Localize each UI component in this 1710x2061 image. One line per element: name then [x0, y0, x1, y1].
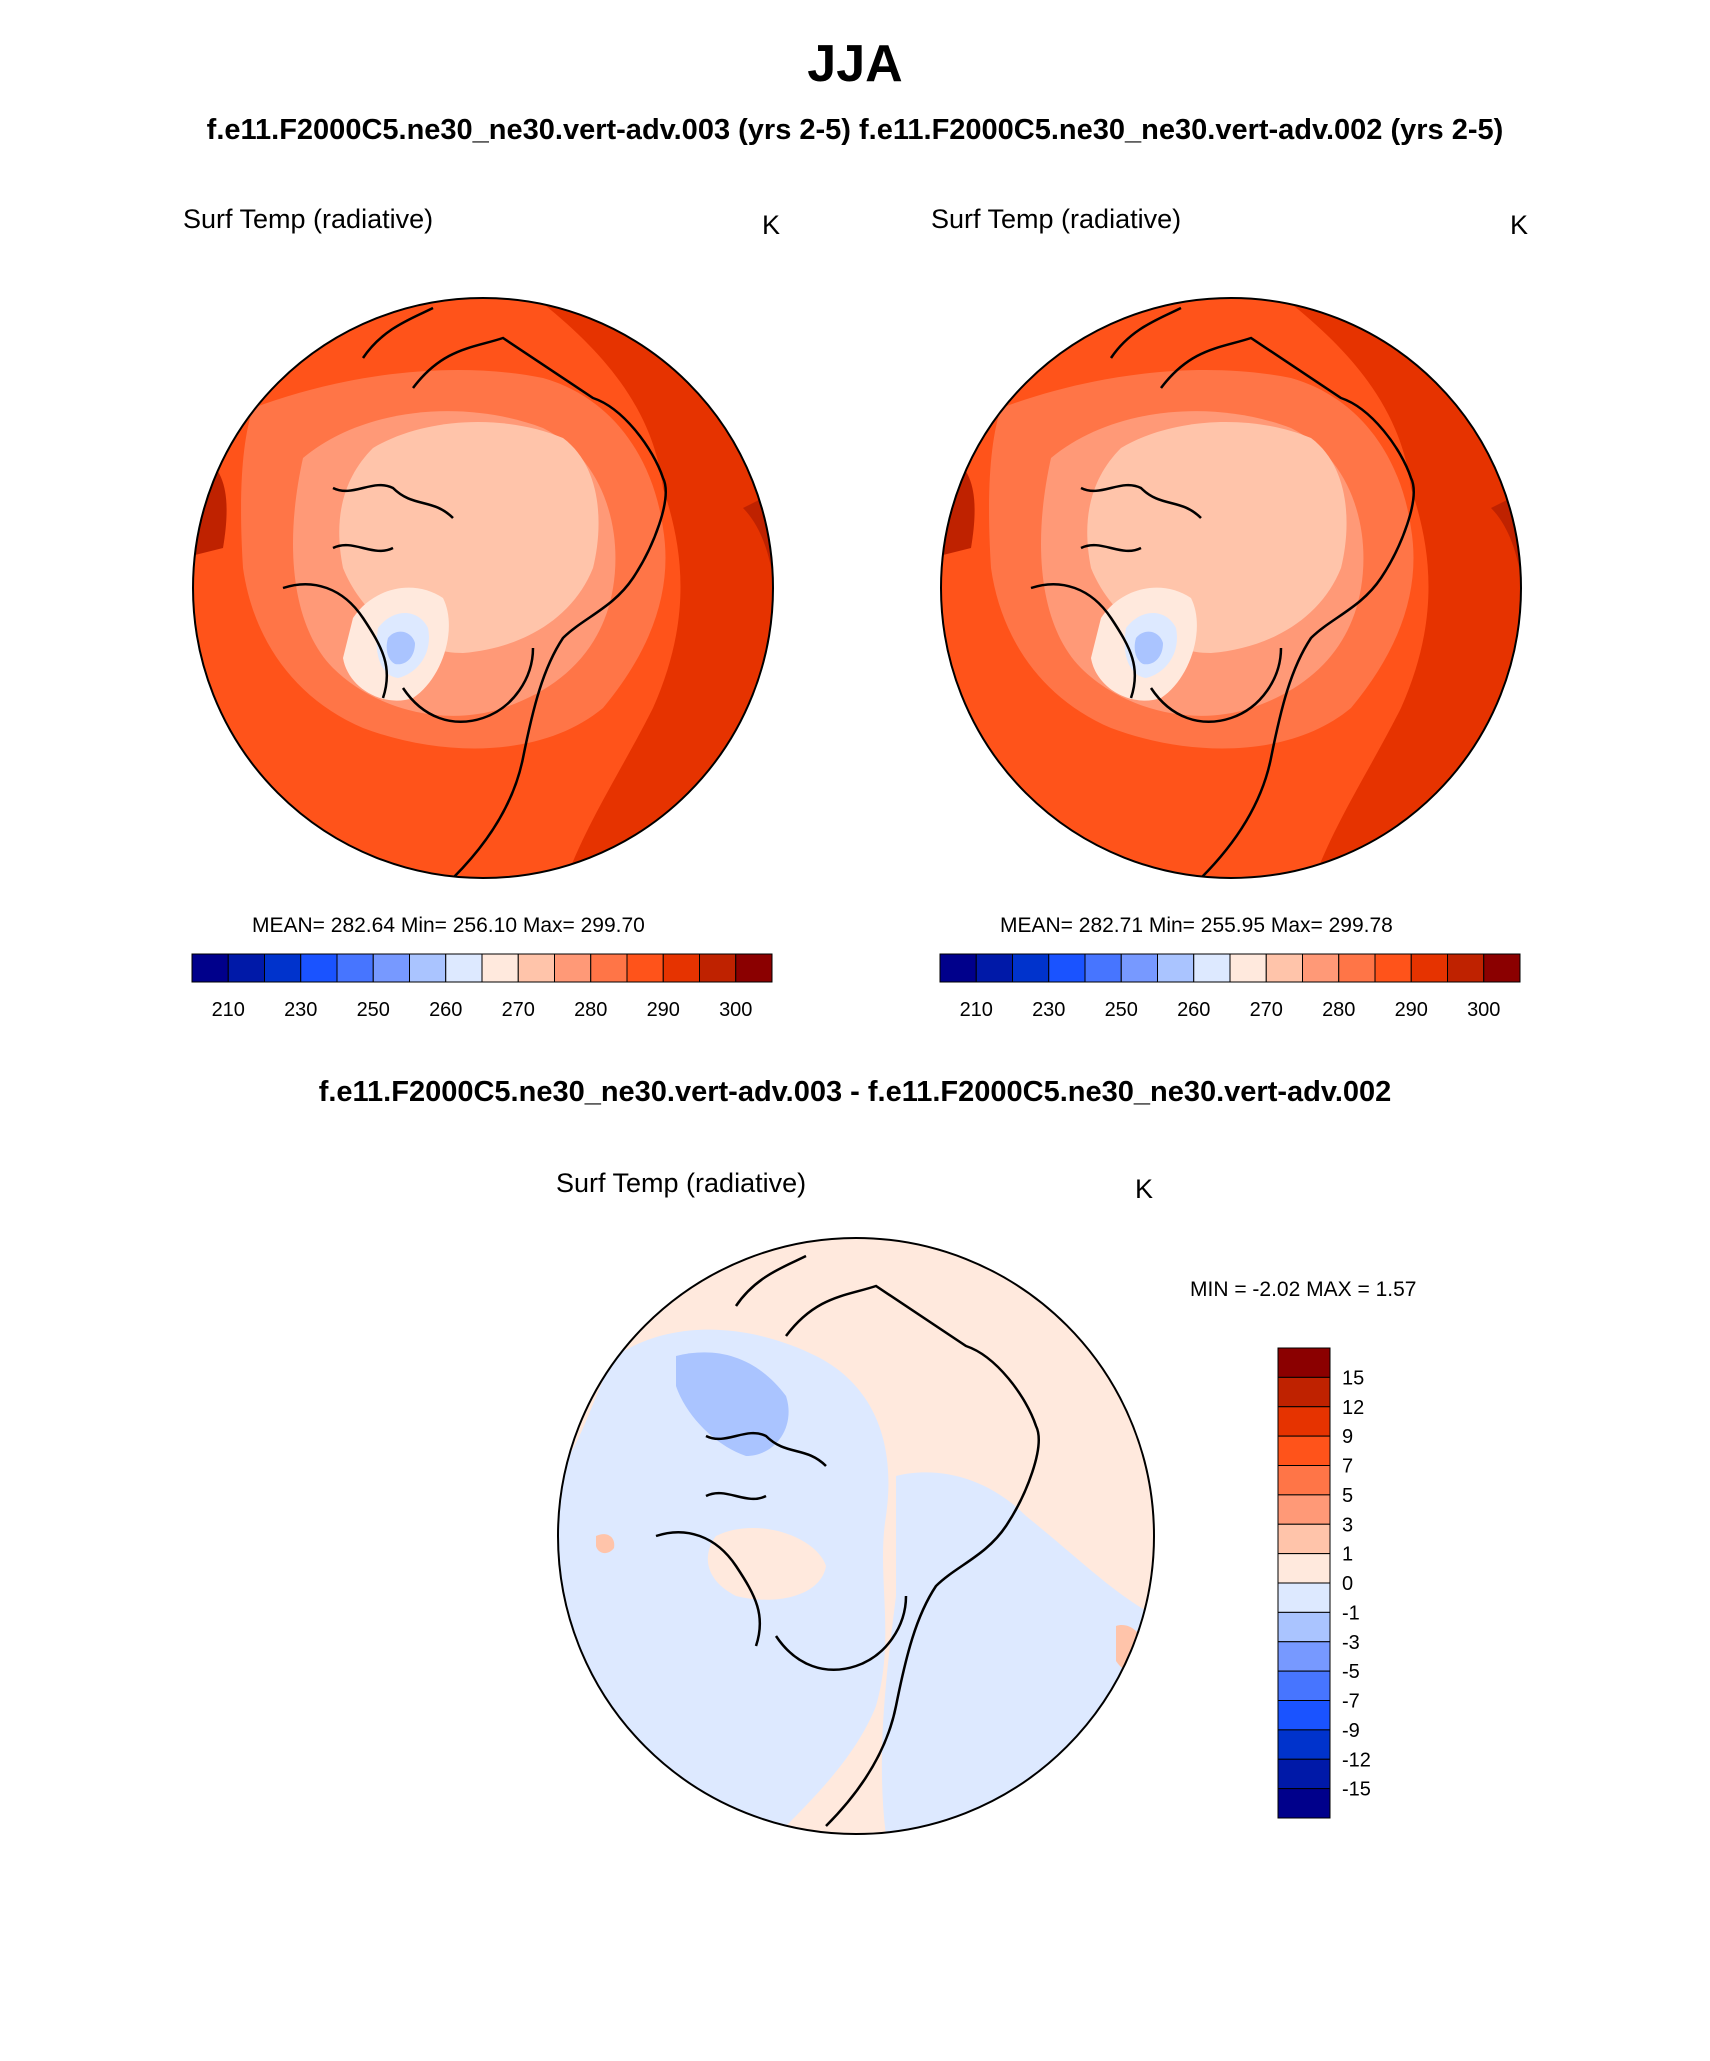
diff-panel-title: Surf Temp (radiative) — [556, 1168, 807, 1198]
diff-colorbar-box — [1277, 1582, 1331, 1613]
diff-colorbar-tick-label: 5 — [1342, 1485, 1353, 1507]
panel1-colorbar-box — [517, 953, 555, 983]
panel2-colorbar-tick-label: 210 — [960, 999, 993, 1021]
panel2-colorbar-box — [1157, 953, 1195, 983]
diff-title: f.e11.F2000C5.ne30_ne30.vert-adv.003 - f… — [318, 1076, 1392, 1108]
panel1-stats: MEAN= 282.64 Min= 256.10 Max= 299.70 — [252, 914, 645, 937]
panel2-colorbar-box — [1265, 953, 1303, 983]
diff-colorbar-box — [1277, 1641, 1331, 1672]
diff-colorbar: 15 12 9 7 5 3 1 0 -1 -3 -5 -7 -9 -12 -15 — [1277, 1347, 1371, 1819]
panel2-stats: MEAN= 282.71 Min= 255.95 Max= 299.78 — [1000, 914, 1393, 937]
panel1-colorbar-box — [590, 953, 628, 983]
panel2-colorbar-box — [1447, 953, 1485, 983]
panel1-units: K — [762, 210, 781, 240]
diff-colorbar-box — [1277, 1700, 1331, 1731]
panel1-colorbar-box — [336, 953, 374, 983]
panel2-colorbar-box — [1084, 953, 1122, 983]
diff-colorbar-box — [1277, 1376, 1331, 1408]
panel1-colorbar-box — [735, 953, 773, 983]
diff-colorbar-box — [1277, 1494, 1331, 1525]
panel1-colorbar-tick-label: 230 — [284, 999, 317, 1021]
diff-panel-units: K — [1135, 1174, 1154, 1204]
panel1-colorbar-tick-label: 280 — [574, 999, 607, 1021]
panel2-colorbar-box — [1193, 953, 1231, 983]
diff-colorbar-box — [1277, 1406, 1331, 1437]
panel2-colorbar-tick-label: 300 — [1467, 999, 1500, 1021]
panel1-colorbar-box — [264, 953, 302, 983]
panel1-colorbar-box — [445, 953, 483, 983]
panel1-colorbar-tick-label: 300 — [719, 999, 752, 1021]
diff-colorbar-box — [1277, 1611, 1331, 1643]
panel2-colorbar-tick-label: 270 — [1250, 999, 1283, 1021]
panel2-colorbar-box — [1048, 953, 1086, 983]
diff-colorbar-box — [1277, 1347, 1331, 1378]
panel2-colorbar-box — [1302, 953, 1340, 983]
panel2-colorbar-tick-label: 250 — [1105, 999, 1138, 1021]
diff-colorbar-tick-label: -15 — [1342, 1779, 1371, 1801]
diff-colorbar-tick-label: -12 — [1342, 1749, 1371, 1771]
panel2-colorbar-box — [939, 953, 977, 983]
panel1-colorbar-box — [300, 953, 338, 983]
runs-title: f.e11.F2000C5.ne30_ne30.vert-adv.003 (yr… — [206, 114, 1504, 146]
diff-colorbar-tick-label: 0 — [1342, 1573, 1353, 1595]
panel2-colorbar-box — [975, 953, 1013, 983]
panel1-colorbar-box — [554, 953, 592, 983]
panel1-colorbar-tick-label: 210 — [212, 999, 245, 1021]
season-title: JJA — [807, 35, 903, 93]
diff-colorbar-tick-label: 12 — [1342, 1397, 1364, 1419]
diff-colorbar-tick-label: 15 — [1342, 1367, 1364, 1389]
panel1-colorbar-tick-label: 260 — [429, 999, 462, 1021]
panel1-title: Surf Temp (radiative) — [183, 204, 434, 234]
panel1-colorbar: 210 230 250 260 270 280 290 300 — [191, 953, 773, 1021]
diff-colorbar-tick-label: -3 — [1342, 1632, 1360, 1654]
panel1-colorbar-tick-label: 290 — [647, 999, 680, 1021]
diff-colorbar-tick-label: 1 — [1342, 1544, 1353, 1566]
panel2-colorbar-box — [1483, 953, 1521, 983]
panel1-colorbar-tick-label: 270 — [502, 999, 535, 1021]
diff-polar-map — [557, 1237, 1155, 1835]
panel1-colorbar-tick-label: 250 — [357, 999, 390, 1021]
panel1-polar-map — [192, 297, 774, 879]
panel2-colorbar-box — [1229, 953, 1267, 983]
panel1-colorbar-box — [699, 953, 737, 983]
panel1-colorbar-box — [191, 953, 229, 983]
diff-colorbar-tick-label: -9 — [1342, 1720, 1360, 1742]
panel2-colorbar: 210 230 250 260 270 280 290 300 — [939, 953, 1521, 1021]
diff-colorbar-box — [1277, 1758, 1331, 1790]
diff-colorbar-tick-label: -7 — [1342, 1691, 1360, 1713]
panel1-colorbar-box — [662, 953, 700, 983]
panel2-polar-map — [940, 297, 1522, 879]
diff-colorbar-box — [1277, 1670, 1331, 1701]
diff-colorbar-box — [1277, 1553, 1331, 1584]
diff-colorbar-box — [1277, 1435, 1331, 1466]
panel2-colorbar-box — [1410, 953, 1448, 983]
panel2-units: K — [1510, 210, 1529, 240]
panel2-title: Surf Temp (radiative) — [931, 204, 1182, 234]
panel2-colorbar-tick-label: 230 — [1032, 999, 1065, 1021]
panel1-colorbar-box — [626, 953, 664, 983]
panel2-colorbar-box — [1374, 953, 1412, 983]
diff-colorbar-box — [1277, 1729, 1331, 1760]
panel2-colorbar-tick-label: 280 — [1322, 999, 1355, 1021]
panel2-colorbar-box — [1120, 953, 1158, 983]
panel1-colorbar-box — [372, 953, 410, 983]
diff-colorbar-tick-label: 7 — [1342, 1456, 1353, 1478]
panel1-colorbar-box — [481, 953, 519, 983]
panel2-colorbar-box — [1338, 953, 1376, 983]
panel2-colorbar-tick-label: 260 — [1177, 999, 1210, 1021]
diff-colorbar-box — [1277, 1788, 1331, 1819]
panel2-colorbar-box — [1012, 953, 1050, 983]
diff-colorbar-tick-label: 3 — [1342, 1514, 1353, 1536]
diff-colorbar-box — [1277, 1523, 1331, 1555]
panel1-colorbar-box — [227, 953, 265, 983]
diff-colorbar-tick-label: -1 — [1342, 1602, 1360, 1624]
panel1-colorbar-box — [409, 953, 447, 983]
diff-colorbar-tick-label: 9 — [1342, 1426, 1353, 1448]
diff-colorbar-box — [1277, 1465, 1331, 1496]
diff-stats: MIN = -2.02 MAX = 1.57 — [1190, 1278, 1417, 1301]
panel2-colorbar-tick-label: 290 — [1395, 999, 1428, 1021]
diff-colorbar-tick-label: -5 — [1342, 1661, 1360, 1683]
